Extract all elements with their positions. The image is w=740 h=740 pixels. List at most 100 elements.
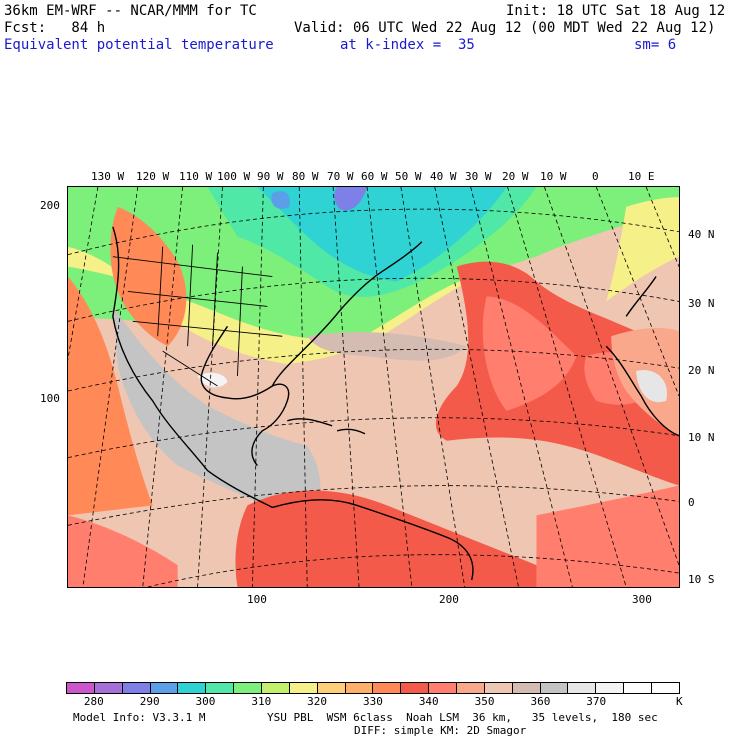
lat-label-0: 0 bbox=[688, 496, 695, 509]
atlantic-moist-streak bbox=[307, 332, 467, 361]
iberia-coast bbox=[625, 276, 657, 317]
colorbar-swatch bbox=[401, 683, 430, 693]
lat-label-10s: 10 S bbox=[688, 573, 715, 586]
western-warm-zone bbox=[110, 206, 187, 347]
graticule bbox=[68, 187, 679, 587]
lon-label-100w: 100 W bbox=[217, 170, 251, 183]
colorbar-unit: K bbox=[676, 695, 683, 708]
lon-label-130w: 130 W bbox=[91, 170, 125, 183]
colorbar-swatch bbox=[345, 683, 374, 693]
colorbar-swatch bbox=[596, 683, 625, 693]
lat-line-30n bbox=[68, 277, 679, 322]
colorbar-swatch bbox=[652, 683, 679, 693]
lat-line-10n bbox=[68, 417, 679, 459]
lon-label-60w: 60 W bbox=[361, 170, 388, 183]
lon-line-30w bbox=[470, 187, 573, 587]
lon-label-10w: 10 W bbox=[540, 170, 567, 183]
lat-label-10n: 10 N bbox=[688, 431, 715, 444]
grid-label-y-200: 200 bbox=[40, 199, 60, 212]
level-label: at k-index = 35 bbox=[340, 37, 475, 53]
lon-line-50w bbox=[400, 187, 466, 587]
southeast-pacific bbox=[68, 515, 178, 587]
cold-pocket-a bbox=[271, 191, 290, 209]
lat-label-30n: 30 N bbox=[688, 297, 715, 310]
colorbar-swatch bbox=[512, 683, 541, 693]
lon-label-0: 0 bbox=[592, 170, 599, 183]
colorbar-swatch bbox=[262, 683, 290, 693]
colorbar-tick-label: 370 bbox=[586, 695, 607, 708]
colorbar-tick-label: 340 bbox=[418, 695, 439, 708]
colorbar-swatch bbox=[568, 683, 597, 693]
state-border-b bbox=[187, 244, 194, 347]
colorbar-swatch bbox=[150, 683, 179, 693]
physics-info: YSU PBL WSM 6class Noah LSM 36 km, 35 le… bbox=[267, 711, 658, 724]
pacific-coast bbox=[112, 226, 273, 509]
model-title: 36km EM-WRF -- NCAR/MMM for TC bbox=[4, 3, 257, 19]
grid-label-y-100: 100 bbox=[40, 392, 60, 405]
colorbar-tick-label: 350 bbox=[474, 695, 495, 708]
lon-label-40w: 40 W bbox=[430, 170, 457, 183]
state-border-c bbox=[212, 252, 218, 347]
lon-label-20w: 20 W bbox=[502, 170, 529, 183]
field-name: Equivalent potential temperature bbox=[4, 37, 274, 53]
coldest-airmass bbox=[257, 187, 507, 282]
gulf-coast bbox=[200, 325, 290, 467]
atlantic-coast bbox=[271, 241, 423, 387]
state-border-e bbox=[127, 291, 268, 307]
south-america-coast bbox=[272, 499, 474, 581]
state-border-a bbox=[157, 246, 164, 337]
colorbar-tick-label: 300 bbox=[195, 695, 216, 708]
grid-label-x-100: 100 bbox=[247, 593, 267, 606]
lon-label-70w: 70 W bbox=[327, 170, 354, 183]
lon-line-110w bbox=[142, 187, 184, 587]
lon-label-110w: 110 W bbox=[179, 170, 213, 183]
colorbar-swatch bbox=[317, 683, 346, 693]
model-info: Model Info: V3.3.1 M bbox=[73, 711, 206, 724]
us-mexico-border bbox=[162, 350, 218, 387]
forecast-hour: Fcst: 84 h bbox=[4, 20, 106, 36]
colorbar-tick-label: 330 bbox=[363, 695, 383, 708]
lat-label-40n: 40 N bbox=[688, 228, 715, 241]
cuba bbox=[287, 418, 333, 427]
valid-time: Valid: 06 UTC Wed 22 Aug 12 (00 MDT Wed … bbox=[294, 20, 716, 36]
colorbar-swatch bbox=[373, 683, 402, 693]
colorbar-swatch bbox=[540, 683, 569, 693]
gulf-moist-zone bbox=[112, 306, 321, 526]
colorbar-swatch bbox=[122, 683, 151, 693]
hispaniola bbox=[336, 428, 366, 435]
grid-label-x-300: 300 bbox=[632, 593, 652, 606]
colorbar-swatch bbox=[178, 683, 207, 693]
colorbar-swatch bbox=[624, 683, 653, 693]
diffusion-info: DIFF: simple KM: 2D Smagor bbox=[354, 724, 527, 737]
theta-e-map bbox=[68, 187, 679, 587]
colorbar-swatch bbox=[94, 683, 123, 693]
colorbar-swatch bbox=[206, 683, 235, 693]
south-atlantic-warm bbox=[536, 485, 679, 587]
political-borders bbox=[112, 244, 283, 387]
colorbar-swatch bbox=[234, 683, 263, 693]
colorbar bbox=[66, 682, 680, 694]
lon-line-10w bbox=[544, 187, 679, 566]
state-border-f bbox=[132, 320, 283, 337]
colorbar-swatch bbox=[457, 683, 485, 693]
lon-label-30w: 30 W bbox=[465, 170, 492, 183]
south-america-warm bbox=[235, 490, 537, 587]
lon-label-50w: 50 W bbox=[395, 170, 422, 183]
colorbar-swatch bbox=[67, 683, 95, 693]
colorbar-tick-label: 280 bbox=[83, 695, 104, 708]
colorbar-swatch bbox=[429, 683, 458, 693]
colorbar-swatch bbox=[289, 683, 318, 693]
state-border-d bbox=[236, 266, 243, 377]
eastern-pacific-warm bbox=[68, 276, 153, 516]
lon-line-60w bbox=[366, 187, 413, 587]
sahel-pale bbox=[636, 370, 668, 403]
lat-line-40n bbox=[68, 208, 679, 256]
colorbar-tick-label: 320 bbox=[307, 695, 328, 708]
africa-coast bbox=[605, 345, 679, 437]
lon-label-90w: 90 W bbox=[257, 170, 284, 183]
map-panel bbox=[67, 186, 680, 588]
smoothing-label: sm= 6 bbox=[634, 37, 677, 53]
colorbar-swatch bbox=[484, 683, 513, 693]
lon-line-120w bbox=[82, 187, 139, 587]
colorbar-tick-label: 290 bbox=[139, 695, 160, 708]
